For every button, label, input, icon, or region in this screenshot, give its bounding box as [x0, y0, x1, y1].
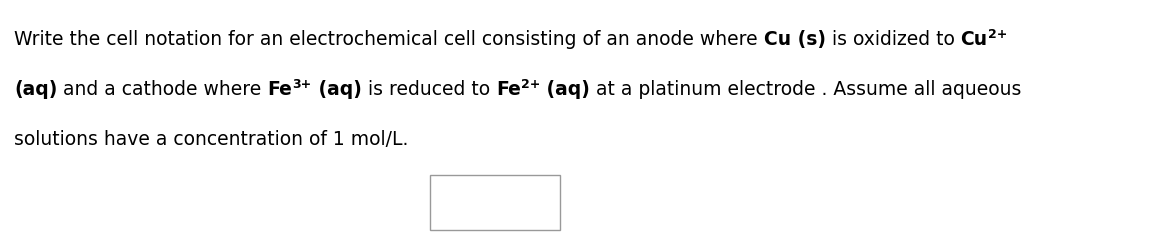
Text: (aq): (aq): [312, 80, 362, 99]
Text: 3+: 3+: [292, 78, 312, 91]
Text: and a cathode where: and a cathode where: [58, 80, 268, 99]
Text: (aq): (aq): [14, 80, 58, 99]
Text: 2+: 2+: [520, 78, 540, 91]
Text: is oxidized to: is oxidized to: [825, 30, 961, 49]
Text: Write the cell notation for an electrochemical cell consisting of an anode where: Write the cell notation for an electroch…: [14, 30, 764, 49]
Text: Fe: Fe: [268, 80, 292, 99]
Text: (aq): (aq): [540, 80, 590, 99]
Text: Fe: Fe: [496, 80, 520, 99]
Text: is reduced to: is reduced to: [362, 80, 496, 99]
Text: Cu (s): Cu (s): [764, 30, 825, 49]
Text: solutions have a concentration of 1 mol/L.: solutions have a concentration of 1 mol/…: [14, 130, 408, 149]
Text: Cu: Cu: [961, 30, 987, 49]
Text: 2+: 2+: [987, 28, 1007, 41]
Text: at a platinum electrode . Assume all aqueous: at a platinum electrode . Assume all aqu…: [590, 80, 1021, 99]
